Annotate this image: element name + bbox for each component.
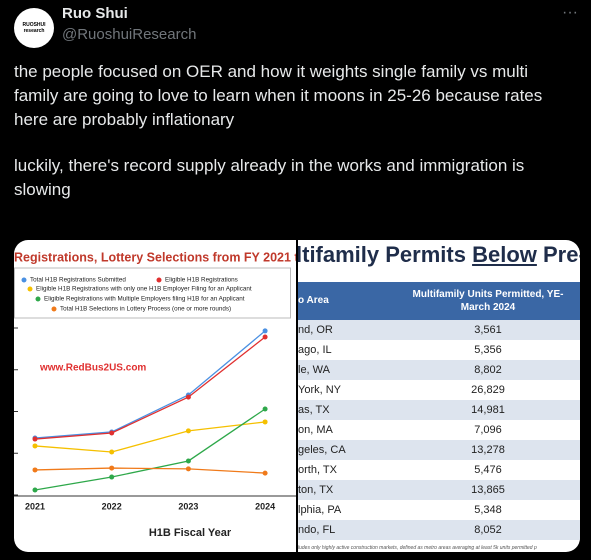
point	[185, 466, 191, 472]
point	[109, 449, 115, 455]
table-row: nd, OR 3,561	[298, 320, 580, 340]
header-cell: Multifamily Units Permitted, YE-March 20…	[412, 289, 564, 313]
cell: as, TX	[298, 404, 330, 416]
x-tick-label: 2021	[25, 501, 45, 511]
legend-marker	[156, 277, 162, 283]
point	[32, 487, 38, 493]
cell: on, MA	[298, 424, 333, 436]
point	[32, 443, 38, 449]
x-tick-label: 2024	[255, 501, 275, 511]
point	[262, 419, 268, 425]
legend-marker	[27, 286, 33, 292]
cell: 3,561	[474, 324, 502, 336]
point	[32, 467, 38, 473]
text-line: here are probably inflationary	[14, 110, 235, 129]
table-row: York, NY 26,829	[298, 380, 580, 400]
table-row: ndo, FL 8,052	[298, 520, 580, 540]
cell: geles, CA	[298, 444, 346, 456]
legend-label: Eligible H1B Registrations with only one…	[36, 286, 252, 293]
table-row: on, MA 7,096	[298, 420, 580, 440]
handle[interactable]: @RuoshuiResearch	[62, 26, 197, 43]
avatar[interactable]: RUOSHUI research	[14, 8, 54, 48]
point	[262, 334, 268, 340]
cell: nd, OR	[298, 324, 333, 336]
legend-marker	[21, 277, 27, 283]
cell: York, NY	[298, 384, 342, 396]
point	[262, 328, 268, 334]
table-row: as, TX 14,981	[298, 400, 580, 420]
table-row: geles, CA 13,278	[298, 440, 580, 460]
point	[185, 458, 191, 464]
legend-box	[14, 267, 291, 319]
table-row: ago, IL 5,356	[298, 340, 580, 360]
text-line: family are going to love to learn when i…	[14, 86, 543, 105]
table-row: lphia, PA 5,348	[298, 500, 580, 520]
x-axis-title: H1B Fiscal Year	[149, 527, 232, 539]
avatar-label: RUOSHUI research	[22, 22, 46, 34]
footnote: ludes only highly active construction ma…	[298, 545, 537, 551]
x-tick-label: 2023	[178, 501, 198, 511]
display-name[interactable]: Ruo Shui	[62, 5, 128, 22]
text-line: the people focused on OER and how it wei…	[14, 62, 529, 81]
header-cell: o Area	[298, 295, 329, 306]
cell: 8,802	[474, 364, 502, 376]
legend-marker	[51, 306, 57, 312]
cell: 5,348	[474, 504, 502, 516]
chart-title: Registrations, Lottery Selections from F…	[14, 250, 296, 264]
more-button[interactable]: ···	[562, 4, 578, 21]
cell: 13,865	[471, 484, 505, 496]
legend-label: Eligible H1B Registrations	[165, 277, 238, 284]
point	[109, 474, 115, 480]
title-part: Pre-	[542, 242, 580, 267]
title-part: ltifamily Permits	[298, 242, 473, 267]
x-tick-label: 2022	[102, 501, 122, 511]
point	[32, 436, 38, 442]
legend-label: Eligible Registrations with Multiple Emp…	[44, 296, 245, 303]
point	[262, 406, 268, 412]
point	[109, 465, 115, 471]
legend-label: Total H1B Registrations Submitted	[30, 277, 126, 284]
cell: lphia, PA	[298, 504, 342, 516]
cell: 14,981	[471, 404, 505, 416]
cell: 26,829	[471, 384, 505, 396]
text-line: slowing	[14, 180, 71, 199]
chart-image[interactable]: Registrations, Lottery Selections from F…	[14, 240, 296, 552]
point	[185, 428, 191, 434]
point	[185, 394, 191, 400]
annotation: www.RedBus2US.com	[39, 363, 146, 374]
table-row: orth, TX 5,476	[298, 460, 580, 480]
text-line: luckily, there's record supply already i…	[14, 156, 525, 175]
point	[109, 430, 115, 436]
cell: 8,052	[474, 524, 502, 536]
cell: 5,356	[474, 344, 502, 356]
cell: 5,476	[474, 464, 502, 476]
table-header: o Area Multifamily Units Permitted, YE-M…	[298, 282, 580, 320]
table-title: ltifamily Permits Below Pre-	[298, 242, 580, 268]
series-line	[34, 330, 266, 439]
cell: ndo, FL	[298, 524, 336, 536]
cell: 13,278	[471, 444, 505, 456]
legend-label: Total H1B Selections in Lottery Process …	[60, 306, 231, 313]
series-line	[34, 467, 266, 474]
legend-marker	[35, 296, 41, 302]
point	[262, 470, 268, 476]
cell: ago, IL	[298, 344, 332, 356]
table-row: ton, TX 13,865	[298, 480, 580, 500]
table-row: le, WA 8,802	[298, 360, 580, 380]
series-line	[34, 421, 266, 453]
cell: le, WA	[298, 364, 330, 376]
table-image[interactable]: ltifamily Permits Below Pre- o Area Mult…	[298, 240, 580, 552]
cell: 7,096	[474, 424, 502, 436]
series-line	[34, 336, 266, 440]
cell: ton, TX	[298, 484, 334, 496]
cell: orth, TX	[298, 464, 337, 476]
title-part: Below	[472, 242, 537, 267]
